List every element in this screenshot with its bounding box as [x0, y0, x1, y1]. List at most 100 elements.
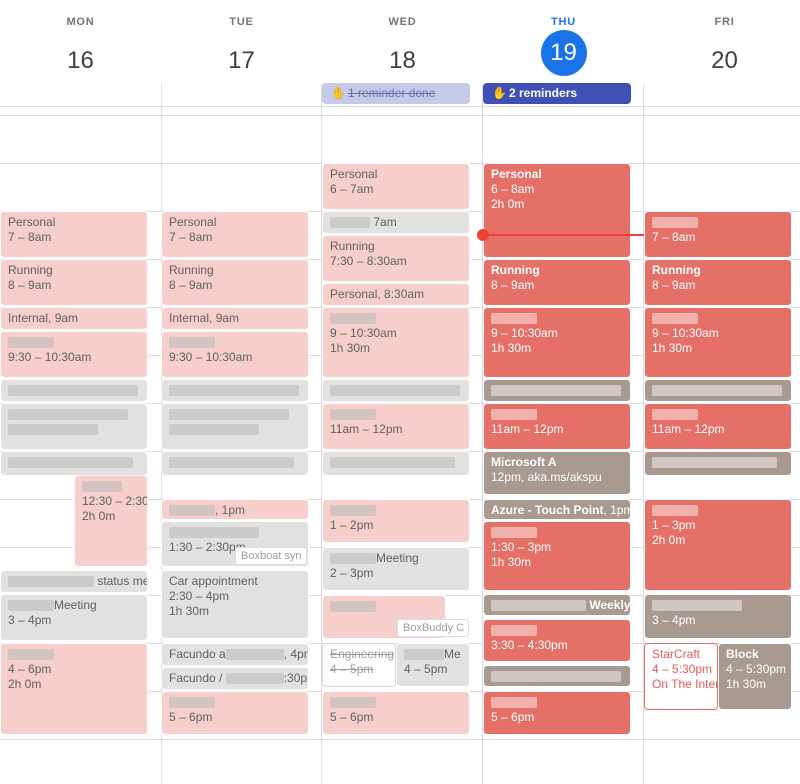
event-tue-12[interactable] [161, 451, 309, 476]
reminder-hand-icon: ✋ [492, 86, 507, 100]
day-number[interactable]: 16 [67, 47, 94, 74]
redacted-title [491, 600, 586, 612]
event-duration: 1h 30m [169, 604, 210, 618]
event-fri-7am[interactable]: 7 – 8am [644, 211, 792, 258]
event-tue-internal[interactable]: Internal, 9am [161, 307, 309, 330]
event-mon-1030[interactable] [0, 379, 148, 402]
event-thu-130[interactable]: 1:30 – 3pm 1h 30m [483, 521, 631, 591]
event-wed-meeting[interactable]: Meeting 2 – 3pm [322, 547, 470, 591]
event-time: 4 – 5pm [404, 662, 448, 676]
event-fri-9am[interactable]: 9 – 10:30am 1h 30m [644, 307, 792, 378]
event-time: 6 – 8am [491, 182, 535, 196]
event-wed-personal[interactable]: Personal 6 – 7am [322, 163, 470, 210]
event-time: 9 – 10:30am [652, 326, 719, 340]
day-header-wed[interactable]: WED 18 [322, 0, 483, 82]
event-wed-7am[interactable]: 7am [322, 211, 470, 234]
event-title: Facundo a [169, 647, 226, 661]
event-thu-5pm[interactable]: 5 – 6pm [483, 691, 631, 735]
reminder-label: 2 reminders [509, 86, 578, 100]
day-number[interactable]: 18 [389, 47, 416, 74]
event-mon-meeting[interactable]: Meeting 3 – 4pm [0, 594, 148, 641]
event-fri-11am[interactable]: 11am – 12pm [644, 403, 792, 450]
event-tue-car[interactable]: Car appointment 2:30 – 4pm 1h 30m [161, 570, 309, 639]
event-tue-130[interactable]: 1:30 – 2:30pm [161, 521, 309, 567]
event-mon-status[interactable]: status me [0, 570, 148, 593]
event-thu-personal[interactable]: Personal 6 – 8am 2h 0m [483, 163, 631, 258]
event-mon-running[interactable]: Running 8 – 9am [0, 259, 148, 306]
redacted-title [652, 505, 698, 517]
event-wed-5pm[interactable]: 5 – 6pm [322, 691, 470, 735]
event-tue-facundo-2[interactable]: Facundo / :30pm [161, 667, 309, 690]
event-title: Meeting [376, 551, 419, 565]
redacted-title [169, 697, 215, 709]
event-tue-running[interactable]: Running 8 – 9am [161, 259, 309, 306]
event-tue-1pm[interactable]: , 1pm [161, 499, 309, 520]
event-fri-1pm[interactable]: 1 – 3pm 2h 0m [644, 499, 792, 591]
event-tue-facundo-1[interactable]: Facundo a, 4pm [161, 643, 309, 666]
day-number-today[interactable]: 19 [540, 30, 587, 76]
event-fri-1030[interactable] [644, 379, 792, 402]
event-time: 11am – 12pm [491, 422, 564, 436]
event-tue-5pm[interactable]: 5 – 6pm [161, 691, 309, 735]
event-tue-personal[interactable]: Personal 7 – 8am [161, 211, 309, 258]
event-time: 8 – 9am [652, 278, 696, 292]
day-number[interactable]: 20 [711, 47, 738, 74]
reminder-chip[interactable]: ✋ 2 reminders [483, 83, 631, 104]
event-fri-12[interactable] [644, 451, 792, 476]
event-time: 7 – 8am [652, 230, 696, 244]
event-title: Running [8, 263, 53, 277]
event-time: :30pm [283, 671, 308, 685]
event-title: Running [491, 263, 540, 277]
event-wed-personal-2[interactable]: Personal, 8:30am [322, 283, 470, 306]
event-thu-9am[interactable]: 9 – 10:30am 1h 30m [483, 307, 631, 378]
redacted-title [330, 457, 455, 469]
day-number[interactable]: 17 [228, 47, 255, 74]
event-wed-engineering[interactable]: Engineering 4 – 5pm [322, 643, 396, 687]
event-thu-430[interactable] [483, 665, 631, 687]
event-time: 8 – 9am [8, 278, 52, 292]
event-time: 9 – 10:30am [491, 326, 558, 340]
event-tue-boxboat[interactable]: Boxboat syn [235, 547, 307, 565]
event-wed-1030[interactable] [322, 379, 470, 402]
current-time-dot [477, 229, 489, 241]
redacted-title [491, 671, 621, 683]
event-thu-running[interactable]: Running 8 – 9am [483, 259, 631, 306]
event-mon-11[interactable] [0, 403, 148, 450]
day-header-thu-today[interactable]: THU 19 [483, 0, 644, 82]
event-wed-11am[interactable]: 11am – 12pm [322, 403, 470, 450]
event-fri-starcraft[interactable]: StarCraft 4 – 5:30pm On The Inter [644, 643, 718, 710]
event-wed-me[interactable]: Me 4 – 5pm [396, 643, 470, 687]
event-mon-930[interactable]: 9:30 – 10:30am [0, 331, 148, 378]
event-thu-11am[interactable]: 11am – 12pm [483, 403, 631, 450]
day-header-fri[interactable]: FRI 20 [644, 0, 800, 82]
event-thu-azure[interactable]: Azure - Touch Point, 1pm, [483, 499, 631, 520]
event-tue-11[interactable] [161, 403, 309, 450]
event-mon-personal[interactable]: Personal 7 – 8am [0, 211, 148, 258]
redacted-title [652, 217, 698, 229]
event-wed-1pm[interactable]: 1 – 2pm [322, 499, 470, 543]
event-thu-1030[interactable] [483, 379, 631, 402]
event-mon-internal[interactable]: Internal, 9am [0, 307, 148, 330]
event-wed-12[interactable] [322, 451, 470, 476]
event-fri-3pm[interactable]: 3 – 4pm [644, 594, 792, 639]
event-title: Personal [330, 287, 378, 301]
day-header-mon[interactable]: MON 16 [0, 0, 161, 82]
event-time: 5 – 6pm [491, 710, 535, 724]
event-mon-4pm[interactable]: 4 – 6pm 2h 0m [0, 643, 148, 735]
event-wed-running[interactable]: Running 7:30 – 8:30am [322, 235, 470, 282]
event-mon-12[interactable] [0, 451, 148, 476]
event-tue-930[interactable]: 9:30 – 10:30am [161, 331, 309, 378]
event-thu-weekly[interactable]: Weekly [483, 594, 631, 616]
day-header-tue[interactable]: TUE 17 [161, 0, 322, 82]
event-tue-1030[interactable] [161, 379, 309, 402]
event-thu-330[interactable]: 3:30 – 4:30pm [483, 619, 631, 662]
event-fri-running[interactable]: Running 8 – 9am [644, 259, 792, 306]
event-mon-1230[interactable]: 12:30 – 2:30 2h 0m [74, 475, 148, 567]
event-wed-9am[interactable]: 9 – 10:30am 1h 30m [322, 307, 470, 378]
event-duration: 2h 0m [82, 509, 116, 523]
event-wed-boxbuddy[interactable]: BoxBuddy C [397, 619, 469, 637]
event-fri-block[interactable]: Block 4 – 5:30pm 1h 30m [718, 643, 792, 710]
reminder-chip-done[interactable]: ✋ 1 reminder done [322, 83, 470, 104]
event-thu-microsoft[interactable]: Microsoft A 12pm, aka.ms/akspu [483, 451, 631, 495]
event-time: 4pm [290, 647, 308, 661]
